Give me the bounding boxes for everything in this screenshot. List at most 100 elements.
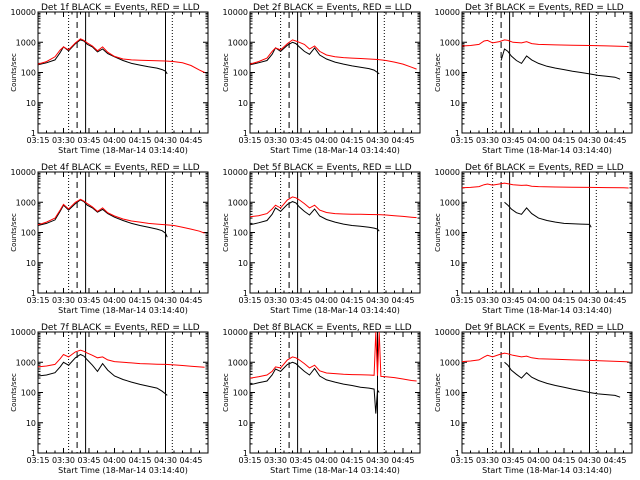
y-tick-label: 10 [450,99,460,108]
lld-series-line [37,198,205,234]
x-tick-label: 04:30 [578,136,601,145]
y-tick-label: 1 [243,449,248,458]
plot-frame [461,331,633,454]
plot-frame [249,331,421,454]
x-axis-label: Start Time (18-Mar-14 03:14:40) [482,146,612,155]
x-tick-label: 03:45 [77,296,100,305]
y-tick-label: 1000 [16,38,36,47]
panel-title: Det 8f BLACK = Events, RED = LLD [253,323,412,333]
y-axis-label: Counts/sec [434,213,442,252]
x-tick-label: 04:15 [552,456,575,465]
y-axis-label: Counts/sec [10,373,18,412]
x-tick-label: 04:30 [366,296,389,305]
y-tick-label: 1000 [440,198,460,207]
y-tick-label: 1 [31,129,36,138]
y-axis-label: Counts/sec [10,53,18,92]
x-tick-label: 04:30 [154,136,177,145]
x-tick-label: 03:15 [450,136,473,145]
y-tick-label: 10 [26,99,36,108]
x-tick-label: 04:30 [154,296,177,305]
x-axis-label: Start Time (18-Mar-14 03:14:40) [270,306,400,315]
y-tick-label: 10000 [11,168,36,177]
panel-title: Det 4f BLACK = Events, RED = LLD [41,163,200,173]
plot-frame [249,11,421,134]
y-tick-label: 1000 [228,198,248,207]
detector-panel: Det 8f BLACK = Events, RED = LLD 1 10 100 10… [222,323,421,475]
y-tick-label: 10000 [223,328,248,337]
panel-title: Det 6f BLACK = Events, RED = LLD [465,163,624,173]
x-tick-label: 03:15 [450,456,473,465]
x-tick-label: 04:30 [578,456,601,465]
x-tick-label: 04:15 [128,456,151,465]
y-tick-label: 10 [26,419,36,428]
y-tick-label: 100 [21,69,36,78]
y-tick-label: 10000 [435,168,460,177]
lld-series-line [461,182,629,189]
y-tick-label: 10 [26,259,36,268]
x-tick-label: 03:30 [264,136,287,145]
x-tick-label: 04:30 [154,456,177,465]
plot-frame [37,171,209,294]
x-tick-label: 03:45 [289,456,312,465]
lld-series-line [249,39,417,70]
y-axis-label: Counts/sec [434,373,442,412]
y-tick-label: 100 [233,69,248,78]
y-tick-label: 100 [445,389,460,398]
y-tick-label: 1 [455,449,460,458]
x-tick-label: 04:45 [603,456,626,465]
events-series-line [504,201,592,228]
detector-panel: Det 2f BLACK = Events, RED = LLD 1 10 100 10… [222,3,421,155]
y-tick-label: 10000 [223,168,248,177]
x-tick-label: 04:00 [527,456,550,465]
y-tick-label: 1000 [16,358,36,367]
plot-frame [461,171,633,294]
plot-frame [249,171,421,294]
events-series-line [37,39,168,75]
x-tick-label: 04:15 [340,456,363,465]
y-tick-label: 10000 [435,328,460,337]
y-tick-label: 1000 [228,358,248,367]
y-tick-label: 10 [238,259,248,268]
y-axis-label: Counts/sec [222,213,230,252]
events-series-line [500,48,621,80]
plot-frame [37,331,209,454]
y-tick-label: 10 [238,99,248,108]
detector-panel: Det 1f BLACK = Events, RED = LLD 1 10 100 10… [10,3,209,155]
y-tick-label: 1000 [228,38,248,47]
y-tick-label: 100 [233,229,248,238]
x-tick-label: 03:45 [77,456,100,465]
x-tick-label: 04:45 [603,136,626,145]
y-tick-label: 10000 [223,8,248,17]
x-tick-label: 03:30 [476,456,499,465]
x-tick-label: 04:15 [552,296,575,305]
x-tick-label: 04:15 [552,136,575,145]
x-tick-label: 03:45 [501,456,524,465]
y-tick-label: 1 [243,129,248,138]
x-tick-label: 04:15 [340,136,363,145]
x-tick-label: 04:45 [391,456,414,465]
x-tick-label: 03:30 [52,296,75,305]
x-tick-label: 03:15 [238,296,261,305]
x-tick-label: 04:30 [578,296,601,305]
lld-series-line [249,196,417,219]
x-tick-label: 03:45 [289,296,312,305]
events-series-line [37,353,168,396]
x-tick-label: 03:45 [289,136,312,145]
x-tick-label: 04:15 [128,296,151,305]
x-tick-label: 04:45 [179,136,202,145]
x-tick-label: 04:45 [391,136,414,145]
x-tick-label: 03:15 [26,136,49,145]
x-tick-label: 03:15 [26,296,49,305]
x-tick-label: 04:00 [103,136,126,145]
y-tick-label: 100 [445,229,460,238]
events-series-line [249,201,380,232]
x-tick-label: 04:00 [103,456,126,465]
x-tick-label: 03:45 [501,296,524,305]
plot-frame [37,11,209,134]
y-tick-label: 1 [455,129,460,138]
y-axis-label: Counts/sec [222,373,230,412]
detector-panel: Det 5f BLACK = Events, RED = LLD 1 10 100 10… [222,163,421,315]
x-tick-label: 03:30 [52,456,75,465]
y-tick-label: 100 [21,229,36,238]
